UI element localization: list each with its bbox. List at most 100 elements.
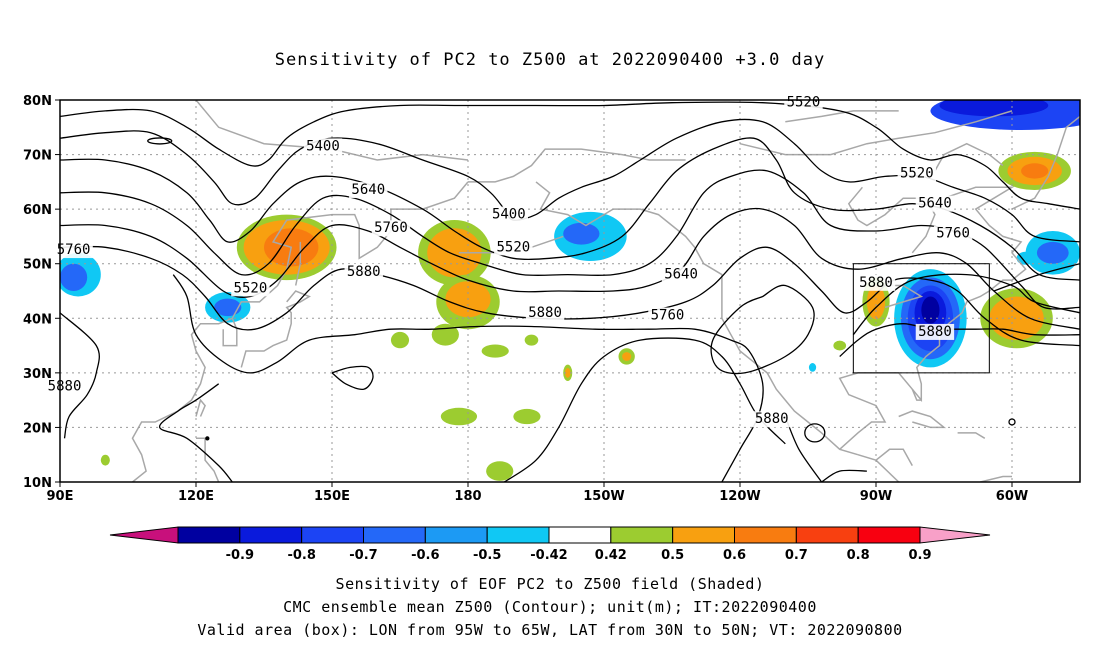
contour-label-bg: [915, 195, 955, 212]
contour-label: 5760: [374, 220, 408, 236]
contour-label-bg: [525, 304, 565, 321]
shading-patch: [481, 344, 509, 358]
colorbar-label: -0.8: [287, 548, 315, 563]
shading-patch: [866, 284, 886, 320]
lon-label: 60W: [996, 489, 1028, 504]
shading-patch: [390, 331, 410, 349]
shading-patch: [486, 461, 514, 481]
contour-label: 5880: [755, 411, 789, 427]
z500-contour: [852, 273, 1080, 336]
contour-label: 5880: [48, 379, 82, 395]
colorbar-label: 0.5: [661, 548, 684, 563]
contour-label-bg: [933, 225, 973, 242]
colorbar-label: 0.9: [908, 548, 931, 563]
contour-label: 5880: [918, 324, 952, 340]
contour-label-bg: [648, 307, 687, 324]
colorbar-label: -0.7: [349, 548, 377, 563]
shading-patch: [563, 222, 600, 245]
colorbar-label: -0.6: [411, 548, 439, 563]
coastline-segment: [884, 284, 924, 309]
colorbar-label: 0.6: [723, 548, 746, 563]
colorbar-segment: [548, 526, 612, 544]
z500-contour: [993, 263, 1080, 292]
lat-label: 10N: [23, 476, 52, 491]
z500-contour: [804, 423, 826, 443]
contour-label: 5400: [492, 207, 526, 223]
contour-label-bg: [489, 206, 528, 223]
shading-patch: [1036, 241, 1069, 264]
colorbar-label: 0.7: [785, 548, 808, 563]
contour-label: 5880: [347, 264, 381, 280]
lon-label: 120W: [719, 489, 760, 504]
colorbar-over-triangle: [919, 526, 991, 544]
z500-contour: [503, 337, 786, 482]
colorbar-label: 0.42: [595, 548, 627, 563]
coastline-segment: [222, 318, 238, 347]
shading-patch: [513, 408, 541, 425]
z500-contour: [821, 469, 867, 482]
coastline-segment: [875, 448, 913, 466]
coastline-segment: [196, 437, 220, 482]
contour-label-bg: [752, 411, 791, 428]
shading-patch: [808, 363, 817, 372]
shading-patch: [565, 367, 571, 378]
colorbar-segment: [734, 526, 797, 544]
z500-contours: [60, 101, 1080, 482]
z500-contour: [60, 169, 1080, 310]
colorbar-under-triangle: [109, 526, 179, 544]
coastline-segment: [131, 317, 233, 482]
shading-patch: [60, 263, 88, 291]
lat-label: 40N: [23, 312, 52, 327]
shading-patch: [939, 100, 1049, 117]
colorbar-segment: [301, 526, 364, 544]
contour-label-bg: [494, 239, 533, 256]
lat-label: 30N: [23, 367, 52, 382]
lat-label: 20N: [23, 421, 52, 436]
z500-contour: [1008, 418, 1016, 426]
lon-label: 180: [454, 489, 481, 504]
shading-patch: [431, 323, 459, 346]
contour-label-bg: [349, 182, 388, 199]
coastline-segment: [957, 432, 986, 439]
footer-line-1: Sensitivity of EOF PC2 to Z500 field (Sh…: [335, 575, 765, 593]
contour-label-bg: [371, 220, 411, 237]
lon-label: 150E: [314, 489, 350, 504]
lat-label: 50N: [23, 258, 52, 273]
colorbar-segment: [672, 526, 736, 544]
z500-contour: [710, 284, 815, 375]
shading-patch: [833, 340, 847, 351]
contour-label-bg: [231, 280, 270, 297]
contour-label: 5760: [651, 308, 685, 324]
coastline-segment: [898, 410, 947, 429]
shading-patch: [440, 407, 478, 426]
coastline-segment: [980, 475, 1012, 482]
contour-label: 5400: [306, 138, 340, 154]
colorbar-segment: [610, 526, 674, 544]
contour-label: 5880: [528, 305, 562, 321]
shading-patch: [1016, 251, 1035, 265]
coastline-segment: [1011, 115, 1080, 210]
colorbar-segment: [857, 526, 921, 544]
colorbar-label: -0.5: [473, 548, 501, 563]
shading-patch: [1021, 163, 1049, 179]
contour-label: 5520: [234, 280, 268, 296]
footer-line-2: CMC ensemble mean Z500 (Contour); unit(m…: [283, 598, 817, 616]
colorbar: -0.9 -0.8 -0.7 -0.6 -0.5 -0.42 0.42 0.5 0.6 0.7 0.…: [109, 526, 991, 563]
colorbar-segment: [795, 526, 859, 544]
contour-label: 5520: [496, 239, 530, 255]
coastline-segment: [535, 181, 859, 456]
contour-label-bg: [856, 274, 896, 291]
sensitivity-shading: [60, 100, 1080, 481]
shading-patch: [622, 352, 632, 361]
coastline-segment: [857, 453, 901, 482]
colorbar-segment: [363, 526, 426, 544]
chart-title: Sensitivity of PC2 to Z500 at 2022090400…: [274, 50, 826, 70]
contour-label: 5760: [936, 226, 970, 242]
z500-contour: [147, 137, 173, 145]
lat-label: 70N: [23, 149, 52, 164]
contour-label-bg: [54, 242, 93, 259]
valid-area-box: [852, 263, 990, 374]
contour-label: 5760: [57, 242, 91, 258]
